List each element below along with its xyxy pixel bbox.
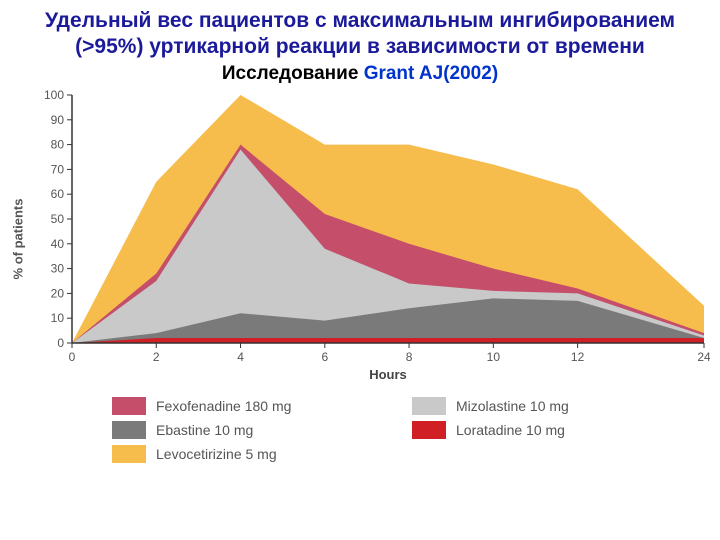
legend-item: Mizolastine 10 mg xyxy=(412,397,652,415)
legend-swatch xyxy=(112,421,146,439)
x-axis-label: Hours xyxy=(369,367,407,382)
y-tick-label: 10 xyxy=(51,311,65,325)
y-tick-label: 20 xyxy=(51,286,65,300)
x-tick-label: 24 xyxy=(697,350,710,364)
chart-container: % of patients 01020304050607080901000246… xyxy=(30,89,708,389)
legend-item: Fexofenadine 180 mg xyxy=(112,397,352,415)
x-tick-label: 4 xyxy=(237,350,244,364)
x-tick-label: 12 xyxy=(571,350,585,364)
x-tick-label: 0 xyxy=(69,350,76,364)
legend: Fexofenadine 180 mg Mizolastine 10 mg Ebas… xyxy=(112,397,708,463)
y-axis-label: % of patients xyxy=(11,198,26,279)
area-chart: 010203040506070809010002468101224Hours xyxy=(30,89,710,389)
legend-swatch xyxy=(112,397,146,415)
y-tick-label: 40 xyxy=(51,236,65,250)
x-tick-label: 8 xyxy=(406,350,413,364)
y-tick-label: 90 xyxy=(51,112,65,126)
y-tick-label: 70 xyxy=(51,162,65,176)
legend-swatch xyxy=(112,445,146,463)
legend-row: Levocetirizine 5 mg xyxy=(112,445,708,463)
x-tick-label: 2 xyxy=(153,350,160,364)
chart-subtitle: Исследование Grant AJ(2002) xyxy=(12,63,708,85)
y-tick-label: 50 xyxy=(51,212,65,226)
y-tick-label: 100 xyxy=(44,89,64,102)
legend-label: Mizolastine 10 mg xyxy=(456,398,569,414)
legend-item: Loratadine 10 mg xyxy=(412,421,652,439)
y-tick-label: 80 xyxy=(51,137,65,151)
subtitle-citation: Grant AJ(2002) xyxy=(364,63,498,84)
x-tick-label: 10 xyxy=(487,350,501,364)
legend-label: Fexofenadine 180 mg xyxy=(156,398,291,414)
legend-label: Levocetirizine 5 mg xyxy=(156,446,277,462)
legend-label: Ebastine 10 mg xyxy=(156,422,253,438)
chart-title: Удельный вес пациентов с максимальным ин… xyxy=(12,8,708,61)
legend-item: Levocetirizine 5 mg xyxy=(112,445,352,463)
legend-swatch xyxy=(412,421,446,439)
x-tick-label: 6 xyxy=(321,350,328,364)
y-tick-label: 30 xyxy=(51,261,65,275)
legend-item: Ebastine 10 mg xyxy=(112,421,352,439)
y-tick-label: 60 xyxy=(51,187,65,201)
y-tick-label: 0 xyxy=(57,336,64,350)
legend-row: Fexofenadine 180 mg Mizolastine 10 mg xyxy=(112,397,708,415)
legend-row: Ebastine 10 mg Loratadine 10 mg xyxy=(112,421,708,439)
subtitle-study-label: Исследование xyxy=(222,63,364,84)
legend-swatch xyxy=(412,397,446,415)
legend-label: Loratadine 10 mg xyxy=(456,422,565,438)
